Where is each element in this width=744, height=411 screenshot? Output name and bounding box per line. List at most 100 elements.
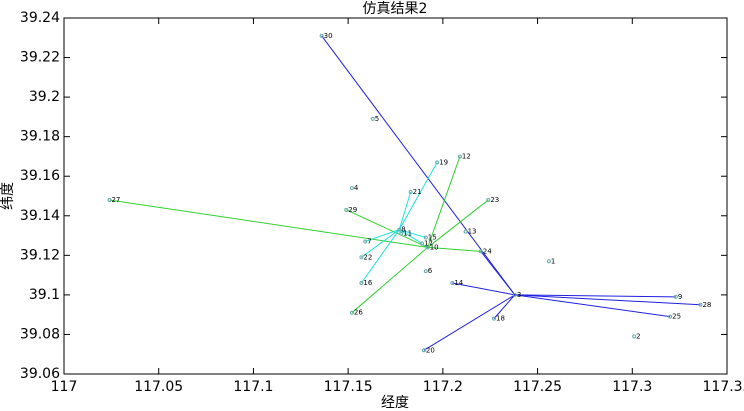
point-label: 22 [363,253,372,261]
x-tick-label: 117.05 [134,379,183,395]
link-line [360,229,400,284]
link-line [351,247,429,314]
point [349,310,354,315]
y-tick-label: 39.22 [20,50,60,66]
point [632,334,637,339]
link-line [399,229,423,244]
point [420,241,425,246]
link-line [493,294,516,319]
point-label: 26 [354,309,363,317]
link-line [514,294,671,318]
point-label: 5 [375,115,379,123]
point-label: 10 [430,243,439,251]
point [349,186,354,191]
point [478,249,483,254]
link-line [346,209,428,248]
point-label: 18 [496,315,505,323]
link-line [365,229,400,242]
y-tick-label: 39.1 [29,287,60,303]
point-label: 24 [483,247,492,255]
link-line [452,282,515,296]
y-tick-label: 39.24 [20,10,60,26]
point [370,116,375,121]
point [512,292,517,297]
link-line [398,162,438,230]
link-line [427,246,481,252]
point-label: 9 [678,293,682,301]
x-tick-label: 117.35 [703,379,744,395]
point-label: 25 [672,313,681,321]
point [463,229,468,234]
y-tick-label: 39.06 [20,366,60,382]
point [363,239,368,244]
x-axis-label: 经度 [381,395,409,411]
point [319,33,324,38]
point [359,281,364,286]
point-label: 3 [517,291,521,299]
x-tick-label: 117 [51,379,78,395]
chart-title: 仿真结果2 [363,1,428,17]
link-line [423,294,516,351]
point [359,255,364,260]
link-line [514,294,701,306]
point-label: 2 [636,332,640,340]
point [344,207,349,212]
point-label: 7 [367,237,371,245]
point [421,348,426,353]
point-label: 1 [551,257,555,265]
point [457,154,462,159]
point [486,197,491,202]
link-line [398,191,412,230]
point-label: 15 [428,234,437,242]
link-line [427,199,489,248]
link-line [480,251,516,296]
y-tick-label: 39.08 [20,326,60,342]
point-label: 12 [462,152,471,160]
y-tick-label: 39.2 [29,89,60,105]
x-tick-label: 117.15 [324,379,373,395]
point-label: 29 [348,206,357,214]
point [399,231,404,236]
point [673,294,678,299]
point-label: 21 [413,188,422,196]
point-label: 20 [426,346,435,354]
point [492,316,497,321]
x-tick-label: 117.2 [423,379,463,395]
point-label: 19 [439,158,448,166]
point-label: 8 [401,226,405,234]
y-tick-label: 39.18 [20,129,60,145]
y-tick-label: 39.16 [20,168,60,184]
link-line [514,294,676,298]
point-label: 14 [454,279,463,287]
plot-frame [63,17,728,375]
link-line [109,199,428,248]
y-tick-label: 39.12 [20,247,60,263]
point-label: 17 [424,239,433,247]
point [107,197,112,202]
x-tick-label: 117.1 [233,379,273,395]
link-line [361,229,400,258]
point-label: 16 [363,279,372,287]
y-axis-label: 纬度 [0,182,16,210]
point [397,227,402,232]
x-tick-label: 117.25 [513,379,562,395]
link-line [399,229,426,239]
y-tick-label: 39.14 [20,208,60,224]
point [408,190,413,195]
point [423,269,428,274]
point-label: 28 [702,301,711,309]
x-tick-label: 117.3 [612,379,652,395]
point [546,259,551,264]
point [668,314,673,319]
point-label: 11 [403,230,412,238]
point-label: 6 [428,267,433,275]
point [698,302,703,307]
point-label: 27 [111,196,120,204]
point-label: 30 [324,32,333,40]
point [435,160,440,165]
link-line [427,156,461,248]
point-label: 23 [490,196,499,204]
link-line [398,229,402,234]
point-label: 13 [468,228,477,236]
